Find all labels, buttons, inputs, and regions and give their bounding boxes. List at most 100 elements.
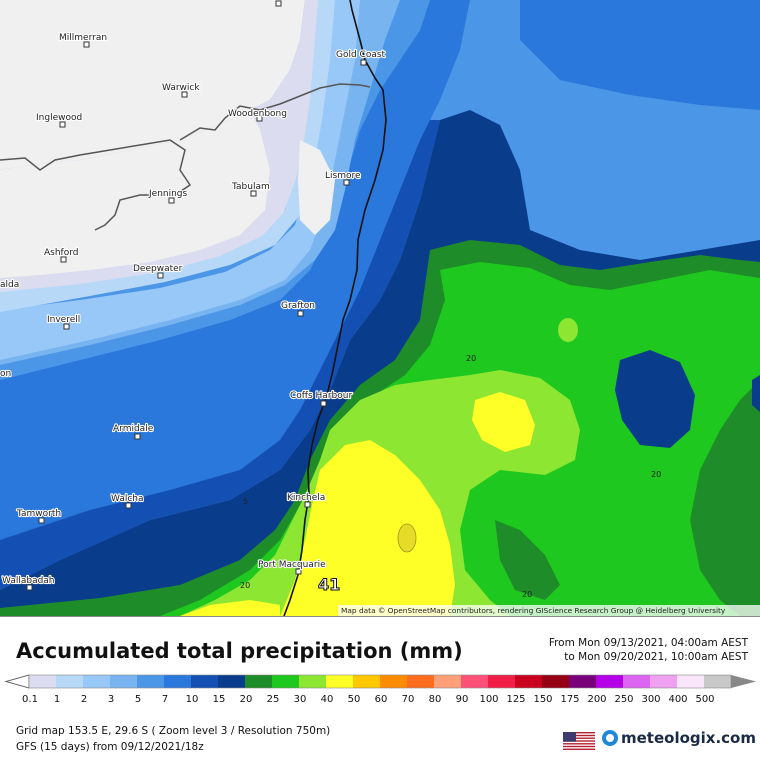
city-label: Lismore (325, 171, 361, 181)
scale-swatch (650, 675, 677, 688)
scale-swatch (488, 675, 515, 688)
scale-swatch (272, 675, 299, 688)
band-40mm-south (180, 600, 280, 616)
contour-label-20-b: 20 (651, 470, 661, 479)
contour-label-5: 5 (243, 497, 248, 506)
city-marker-coffs-harbour (320, 400, 327, 407)
city-label: on (0, 369, 11, 379)
city-label: Inglewood (36, 113, 82, 123)
scale-swatch (542, 675, 569, 688)
state-border-west (0, 139, 192, 231)
scale-tick-label: 300 (641, 694, 660, 705)
city-marker-deepwater (157, 272, 164, 279)
brand-logo[interactable]: meteologix.com (602, 729, 756, 747)
scale-tick-label: 100 (479, 694, 498, 705)
scale-tick-label: 7 (162, 694, 168, 705)
map-attribution: Map data © OpenStreetMap contributors, r… (338, 605, 760, 616)
city-marker-gold-coast (360, 59, 367, 66)
city-marker-woodenbong (256, 115, 263, 122)
max-value-marker: 41 (318, 575, 340, 594)
scale-swatch (56, 675, 83, 688)
scale-swatch (596, 675, 623, 688)
scale-tick-label: 30 (294, 694, 307, 705)
city-marker-grafton (297, 310, 304, 317)
city-marker-inverell (63, 323, 70, 330)
color-scale: 0.1 1 2 3 5 7 10 15 20 25 30 40 50 60 70 80 90 100 125 150 1… (4, 674, 756, 705)
city-marker-wallabadah (26, 584, 33, 591)
band-15mm-edge (752, 375, 760, 412)
scale-swatch (353, 675, 380, 688)
scale-tick-label: 80 (429, 694, 442, 705)
scale-tick-label: 1 (54, 694, 60, 705)
period-to: to Mon 09/20/2021, 10:00am AEST (564, 651, 748, 663)
city-label: Deepwater (133, 264, 183, 274)
city-markers (26, 0, 367, 591)
us-flag-icon[interactable] (563, 732, 595, 750)
city-label: Port Macquarie (258, 560, 326, 570)
band-7mm (0, 0, 470, 540)
precipitation-map[interactable]: 20 20 20 20 5 41 (0, 0, 760, 616)
scale-swatch (326, 675, 353, 688)
scale-swatch (407, 675, 434, 688)
city-marker-lismore (343, 179, 350, 186)
city-marker-millmerran (83, 41, 90, 48)
dry-region (0, 0, 305, 170)
dry-region-inland (0, 110, 270, 278)
scale-tick-label: 2 (81, 694, 87, 705)
band-40mm (280, 440, 455, 616)
city-label: Grafton (281, 301, 315, 311)
scale-tick-label: 15 (213, 694, 226, 705)
band-15mm-eye (615, 350, 695, 448)
legend-panel: Accumulated total precipitation (mm) Fro… (0, 616, 760, 761)
grid-info: Grid map 153.5 E, 29.6 S ( Zoom level 3 … (16, 725, 331, 737)
scale-swatch (434, 675, 461, 688)
band-20mm-se (495, 520, 560, 600)
brand-name: meteologix.com (621, 729, 756, 747)
scale-swatch (515, 675, 542, 688)
map-svg: 20 20 20 20 5 41 (0, 0, 760, 616)
city-label: Woodenbong (228, 109, 287, 119)
city-marker-walcha (125, 502, 132, 509)
scale-swatch (380, 675, 407, 688)
scale-tick-label: 70 (402, 694, 415, 705)
forecast-period: From Mon 09/13/2021, 04:00am AEST to Mon… (549, 636, 748, 664)
scale-tick-label: 200 (587, 694, 606, 705)
scale-border (28, 674, 732, 689)
model-info: GFS (15 days) from 09/12/2021/18z (16, 741, 204, 753)
scale-tick-label: 150 (533, 694, 552, 705)
city-marker-warwick (181, 91, 188, 98)
city-label: Armidale (113, 424, 154, 434)
city-label: Inverell (47, 315, 80, 325)
city-label: Ashford (44, 248, 78, 258)
scale-tick-label: 0.1 (22, 694, 38, 705)
city-label: Tamworth (16, 509, 61, 519)
city-marker-tabulam (250, 190, 257, 197)
scale-arrow-left (4, 674, 30, 689)
city-label: Tabulam (231, 182, 270, 192)
city-label: alda (0, 280, 19, 290)
city-label: Millmerran (59, 33, 107, 43)
city-marker-kinchela (304, 501, 311, 508)
scale-tick-label: 20 (240, 694, 253, 705)
scale-swatch (461, 675, 488, 688)
scale-tick-label: 175 (560, 694, 579, 705)
city-label: Kinchela (287, 493, 325, 503)
scale-tick-label: 25 (267, 694, 280, 705)
period-from: From Mon 09/13/2021, 04:00am AEST (548, 637, 748, 649)
scale-swatch (704, 675, 731, 688)
scale-swatch (677, 675, 704, 688)
scale-swatch (83, 675, 110, 688)
scale-swatch (623, 675, 650, 688)
city-marker-inglewood (59, 121, 66, 128)
legend-title: Accumulated total precipitation (mm) (16, 639, 463, 663)
scale-swatch (164, 675, 191, 688)
contour-label-20-c: 20 (240, 581, 250, 590)
city-label: Wallabadah (2, 576, 55, 586)
city-marker-armidale (134, 433, 141, 440)
state-border-east (179, 83, 371, 141)
scale-tick-label: 5 (135, 694, 141, 705)
city-marker-port-macquarie (295, 568, 302, 575)
scale-swatch (569, 675, 596, 688)
city-label: Jennings (148, 189, 188, 199)
city-label: Gold Coast (336, 50, 386, 60)
